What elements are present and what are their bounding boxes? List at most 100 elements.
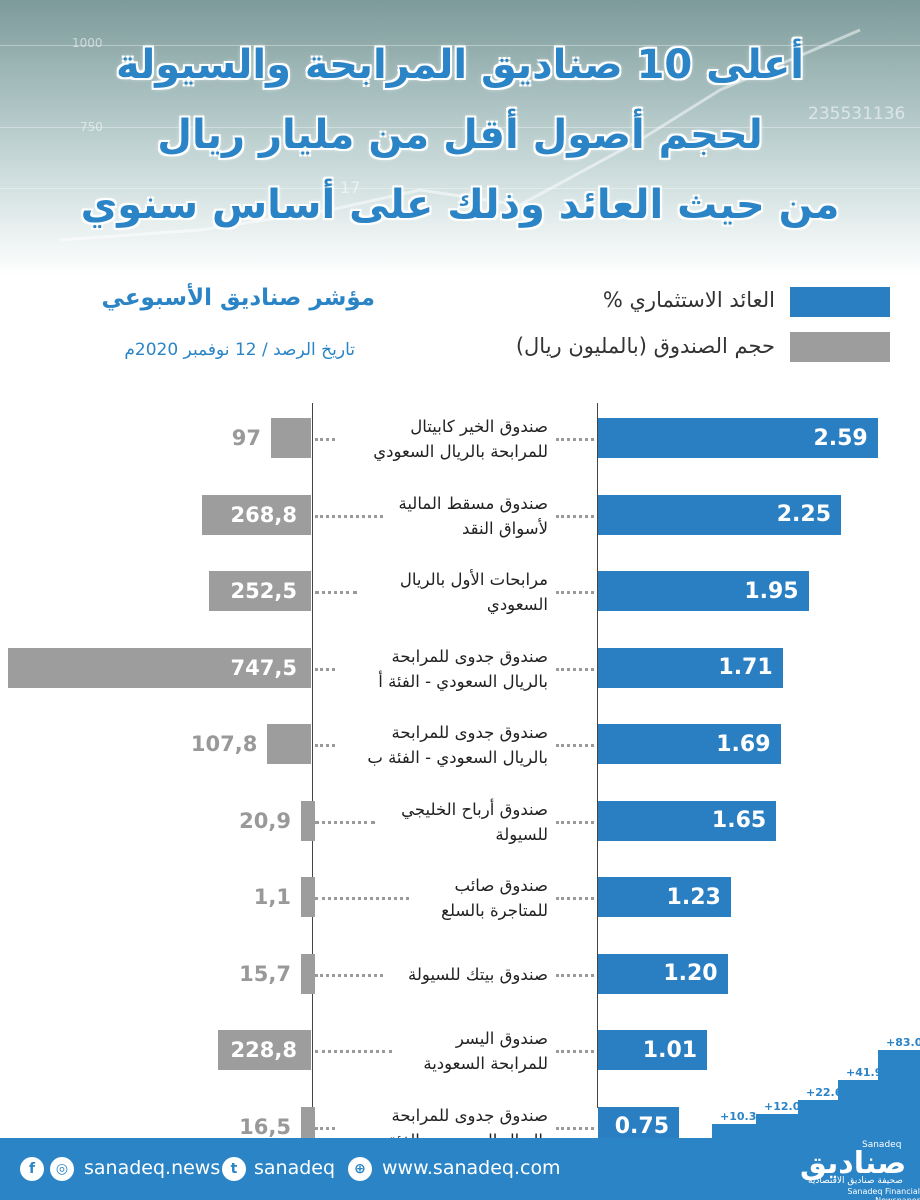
fund-name-line: صندوق جدوى للمرابحة	[391, 646, 548, 666]
fund-name: صندوق بيتك للسيولة	[408, 962, 548, 987]
size-value-label: 228,8	[230, 1038, 297, 1062]
step-block	[838, 1080, 878, 1138]
fund-name: صندوق جدوى للمرابحة بالريال السعودي - الف…	[367, 720, 548, 770]
footer-bar	[0, 1138, 920, 1200]
social-handle-link[interactable]: sanadeq.news	[84, 1157, 221, 1179]
fund-name-line: السعودي	[486, 595, 548, 614]
size-bar: 252,5	[208, 571, 311, 611]
index-title: مؤشر صناديق الأسبوعي	[101, 285, 375, 311]
website-link[interactable]: www.sanadeq.com	[382, 1157, 561, 1179]
return-value-label: 1.71	[718, 655, 773, 680]
dotted-connector-right	[556, 897, 594, 900]
dotted-connector-left	[315, 1050, 392, 1053]
size-bar	[301, 1106, 315, 1147]
fund-name-line: صندوق جدوى للمرابحة	[391, 723, 548, 742]
dotted-connector-left	[315, 973, 384, 977]
legend-label-size: حجم الصندوق (بالمليون ريال)	[515, 334, 775, 358]
dotted-connector-right	[556, 591, 594, 594]
return-value-label: 0.75	[614, 1114, 669, 1139]
title-line-3: من حيث العائد وذلك على أساس سنوي	[80, 182, 840, 228]
size-value-label: 15,7	[239, 961, 291, 986]
date-line: تاريخ الرصد / 12 نوفمبر 2020م	[124, 340, 355, 360]
size-value-label: 97	[231, 426, 261, 450]
twitter-handle-link[interactable]: sanadeq	[254, 1157, 336, 1179]
dotted-connector-right	[556, 1126, 594, 1130]
fund-name-line: صندوق اليسر	[455, 1029, 548, 1048]
size-bar	[301, 877, 315, 917]
size-bar	[301, 800, 315, 841]
fund-name-line: صندوق أرباح الخليجي	[401, 799, 548, 819]
logo-tagline-ar: صحيفة صناديق الاقتصادية	[808, 1176, 903, 1186]
return-value-label: 1.65	[711, 808, 767, 833]
size-bar	[267, 724, 311, 764]
fund-name: مرابحات الأول بالريال السعودي	[400, 567, 548, 617]
step-label: +83.0	[886, 1036, 920, 1049]
return-value-label: 2.59	[813, 425, 868, 451]
legend-swatch-return	[790, 287, 890, 317]
fund-name-line: مرابحات الأول بالريال	[399, 570, 548, 589]
fund-name-line: صندوق صائب	[454, 876, 549, 895]
fund-name-line: للسيولة	[495, 824, 548, 844]
size-value-label: 107,8	[190, 732, 258, 756]
dotted-connector-right	[556, 514, 594, 518]
size-value-label: 747,5	[230, 655, 297, 680]
return-bar: 2.59	[598, 418, 878, 458]
return-bar: 1.71	[598, 647, 783, 688]
return-value-label: 1.20	[663, 961, 718, 986]
size-bar: 268,8	[202, 494, 311, 535]
size-value-label: 252,5	[230, 579, 297, 603]
globe-icon[interactable]: ⊕	[348, 1157, 372, 1181]
return-bar: 1.20	[598, 953, 728, 994]
fund-name-line: صندوق بيتك للسيولة	[408, 964, 548, 984]
background-gridline	[0, 45, 920, 46]
dotted-connector-right	[556, 1050, 594, 1053]
background-gridline	[0, 188, 920, 189]
fund-name: صندوق مسقط المالية لأسواق النقد	[398, 491, 548, 541]
fund-name: صندوق أرباح الخليجي للسيولة	[401, 797, 548, 847]
dotted-connector-right	[556, 973, 594, 977]
background-number: 17	[340, 178, 361, 197]
logo-latin: Sanadeq	[862, 1140, 902, 1150]
dotted-connector-left	[315, 897, 409, 900]
size-bar: 747,5	[8, 647, 311, 688]
legend-swatch-size	[790, 332, 890, 362]
facebook-icon[interactable]: f	[20, 1157, 44, 1181]
return-bar: 1.01	[598, 1030, 708, 1070]
instagram-icon[interactable]: ◎	[50, 1157, 74, 1181]
step-block	[712, 1124, 756, 1138]
fund-name: صندوق جدوى للمرابحة بالريال السعودي - الف…	[378, 644, 548, 694]
dotted-connector-right	[556, 744, 594, 747]
fund-name-line: صندوق الخير كابيتال	[410, 417, 548, 436]
step-label: +41.9	[846, 1066, 883, 1079]
size-value-label: 268,8	[230, 502, 297, 527]
step-block	[878, 1050, 920, 1138]
return-bar: 1.23	[598, 877, 731, 917]
size-bar: 228,8	[218, 1030, 311, 1070]
size-bar	[301, 953, 315, 994]
twitter-icon[interactable]: t	[222, 1157, 246, 1181]
fund-name-line: لأسواق النقد	[462, 518, 548, 538]
return-bar: 2.25	[598, 494, 841, 535]
title-line-1: أعلى 10 صناديق المرابحة والسيولة	[115, 42, 805, 88]
dotted-connector-right	[556, 438, 594, 441]
step-label: +10.3	[720, 1110, 757, 1123]
fund-name: صندوق صائب للمتاجرة بالسلع	[441, 873, 548, 923]
step-label: +12.0	[764, 1100, 801, 1113]
fund-name-line: للمرابحة بالريال السعودي	[373, 442, 548, 461]
return-value-label: 1.01	[642, 1037, 698, 1063]
legend-label-return: العائد الاستثماري %	[602, 288, 775, 312]
dotted-connector-left	[315, 667, 335, 671]
size-bar	[271, 418, 311, 458]
background-number: 750	[80, 120, 103, 134]
page-title: أعلى 10 صناديق المرابحة والسيولة لحجم أص…	[0, 30, 920, 240]
return-value-label: 1.95	[744, 578, 799, 604]
dotted-connector-left	[315, 438, 335, 441]
step-block	[756, 1114, 798, 1138]
fund-name-line: للمرابحة السعودية	[423, 1054, 548, 1073]
step-block	[798, 1100, 838, 1138]
dotted-connector-left	[315, 820, 375, 824]
background-gridline	[0, 127, 920, 128]
size-value-label: 16,5	[239, 1114, 291, 1139]
dotted-connector-left	[315, 744, 335, 747]
title-line-2: لحجم أصول أقل من مليار ريال	[157, 112, 763, 158]
